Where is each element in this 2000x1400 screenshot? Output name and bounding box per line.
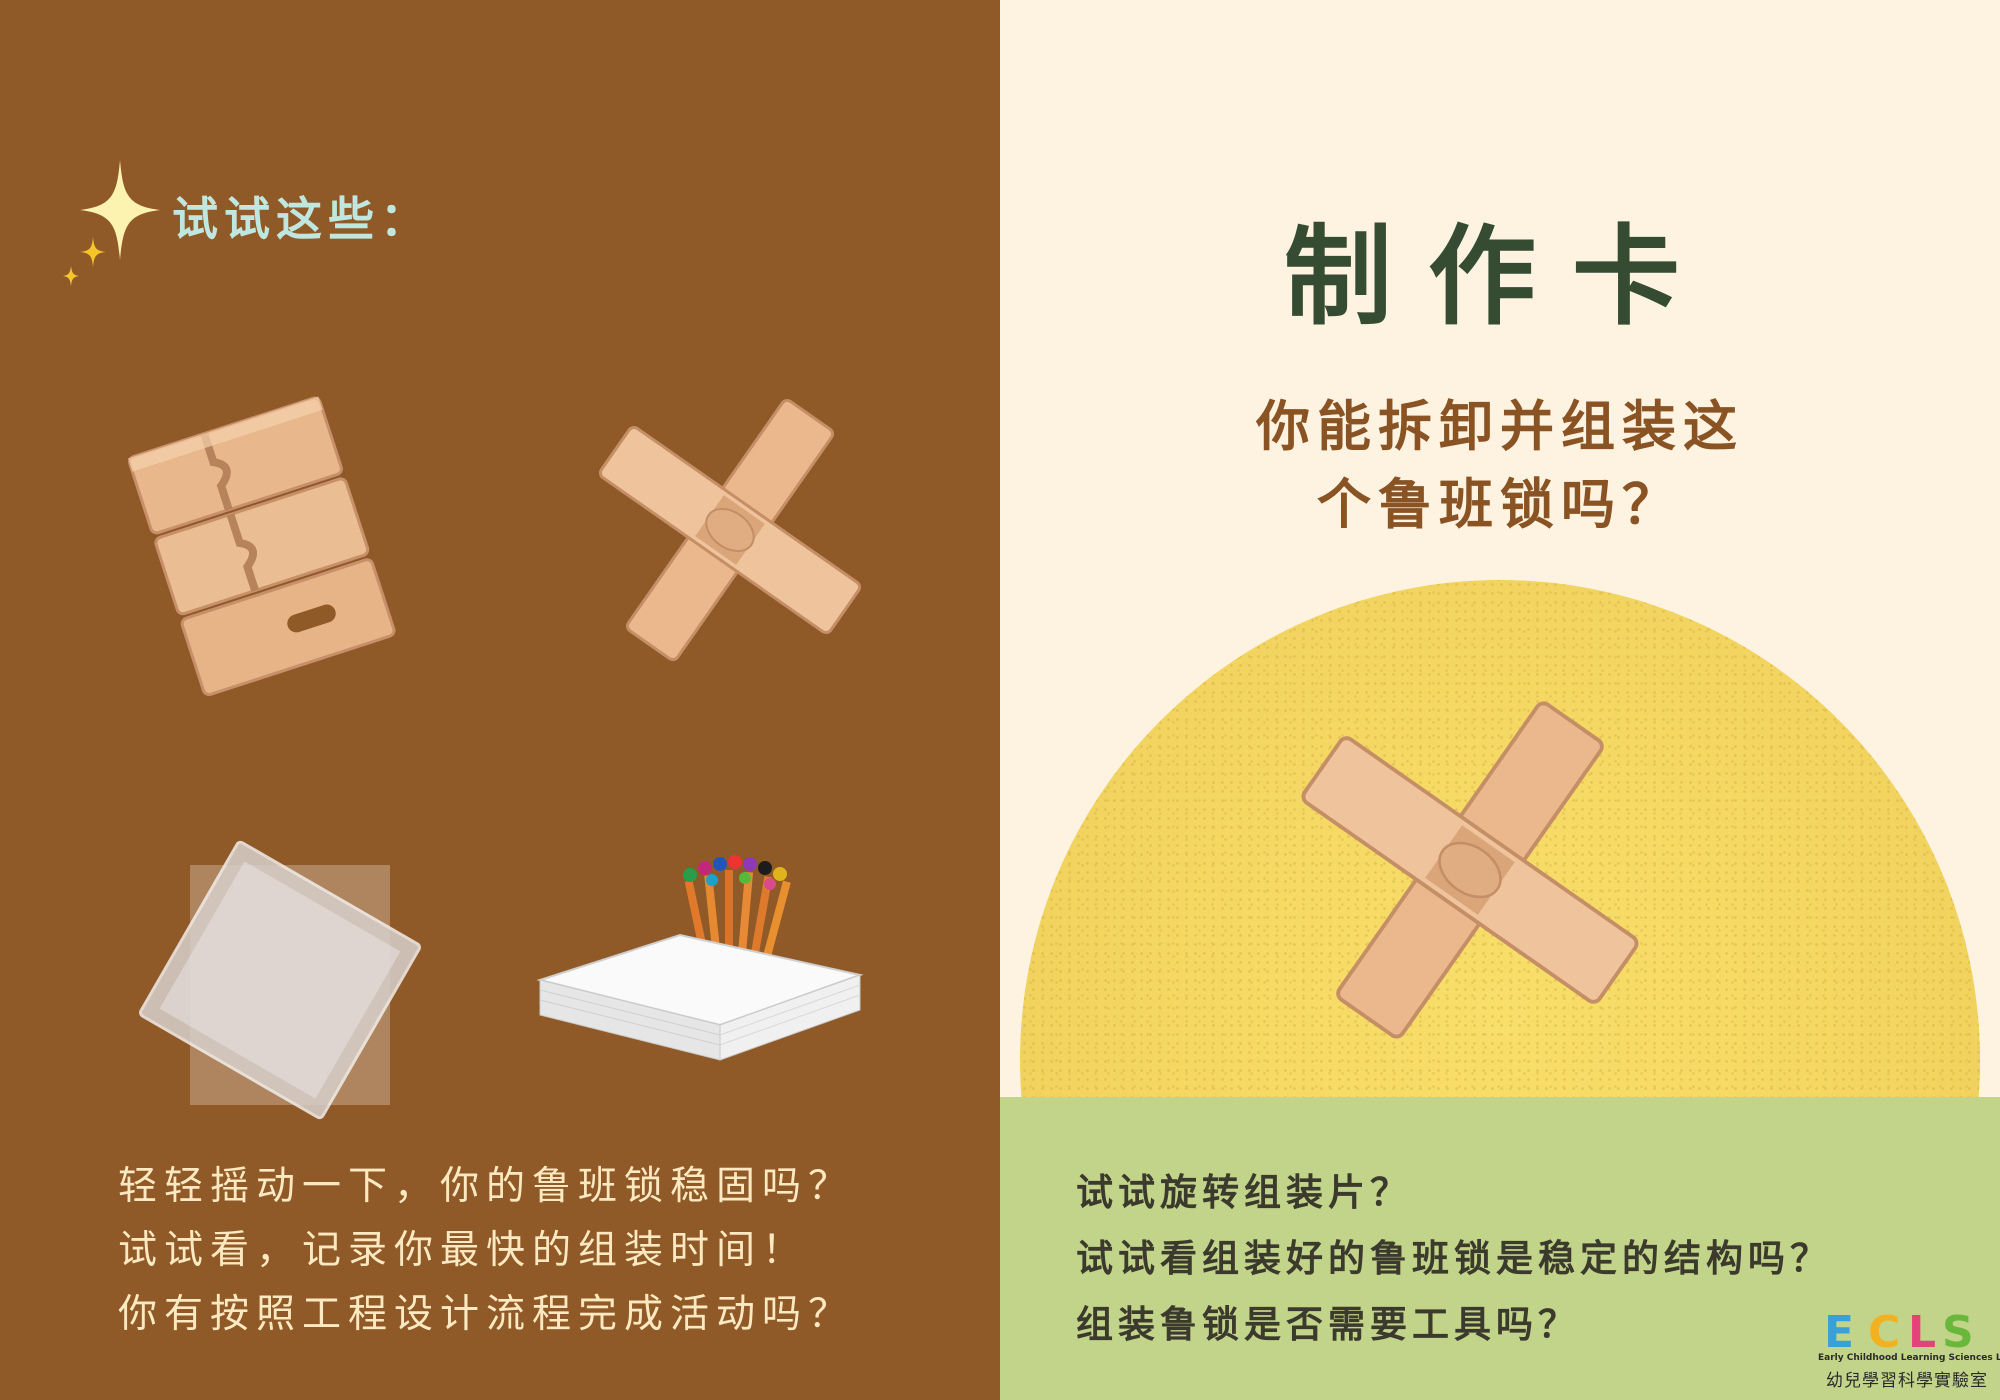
left-panel: 试试这些： [0, 0, 1000, 1400]
logo-letter: C [1868, 1307, 1901, 1358]
right-instructions: 试试旋转组装片？ 试试看组装好的鲁班锁是稳定的结构吗？ 组装鲁锁是否需要工具吗？ [1076, 1160, 1832, 1358]
right-line: 试试旋转组装片？ [1076, 1171, 1412, 1214]
sparkle-icon-tiny [63, 266, 79, 286]
logo-chinese: 幼兒學習科學實驗室 [1826, 1371, 1988, 1391]
sparkle-icon-small [80, 237, 106, 267]
green-band [1000, 1097, 2000, 1400]
left-line: 你有按照工程设计流程完成活动吗？ [118, 1292, 855, 1337]
luban-lock-flat-pieces-image [128, 396, 396, 697]
logo-subtitle: Early Childhood Learning Sciences Lab [1818, 1353, 2000, 1363]
sparkle-icon-large [80, 160, 160, 260]
page-title: 制作卡 [1283, 215, 1716, 340]
logo-letter: S [1942, 1307, 1974, 1358]
paper-and-markers-image [536, 855, 864, 1061]
left-line: 试试看，记录你最快的组装时间！ [118, 1228, 809, 1273]
luban-lock-main-image [1301, 701, 1639, 1039]
right-panel: 制作卡 你能拆卸并组装这 个鲁班锁吗？ 试试旋转组装片？ 试试看组装好的鲁班锁是… [1000, 0, 2000, 1400]
question-line: 你能拆卸并组装这 [1256, 395, 1744, 458]
ecls-logo: E C L S Early Childhood Learning Science… [1818, 1305, 2000, 1395]
left-line: 轻轻摇动一下，你的鲁班锁稳固吗？ [118, 1164, 855, 1209]
logo-letter: E [1824, 1307, 1855, 1358]
plastic-sheet-image [139, 840, 421, 1120]
try-these-title: 试试这些： [172, 192, 432, 246]
right-line: 试试看组装好的鲁班锁是稳定的结构吗？ [1076, 1237, 1832, 1280]
right-line: 组装鲁锁是否需要工具吗？ [1076, 1303, 1580, 1346]
luban-lock-cross-image [598, 398, 862, 662]
question-line: 个鲁班锁吗？ [1317, 473, 1683, 536]
left-instructions: 轻轻摇动一下，你的鲁班锁稳固吗？ 试试看，记录你最快的组装时间！ 你有按照工程设… [118, 1155, 854, 1347]
question-text: 你能拆卸并组装这 个鲁班锁吗？ [1000, 388, 2000, 544]
logo-letter: L [1908, 1307, 1937, 1358]
